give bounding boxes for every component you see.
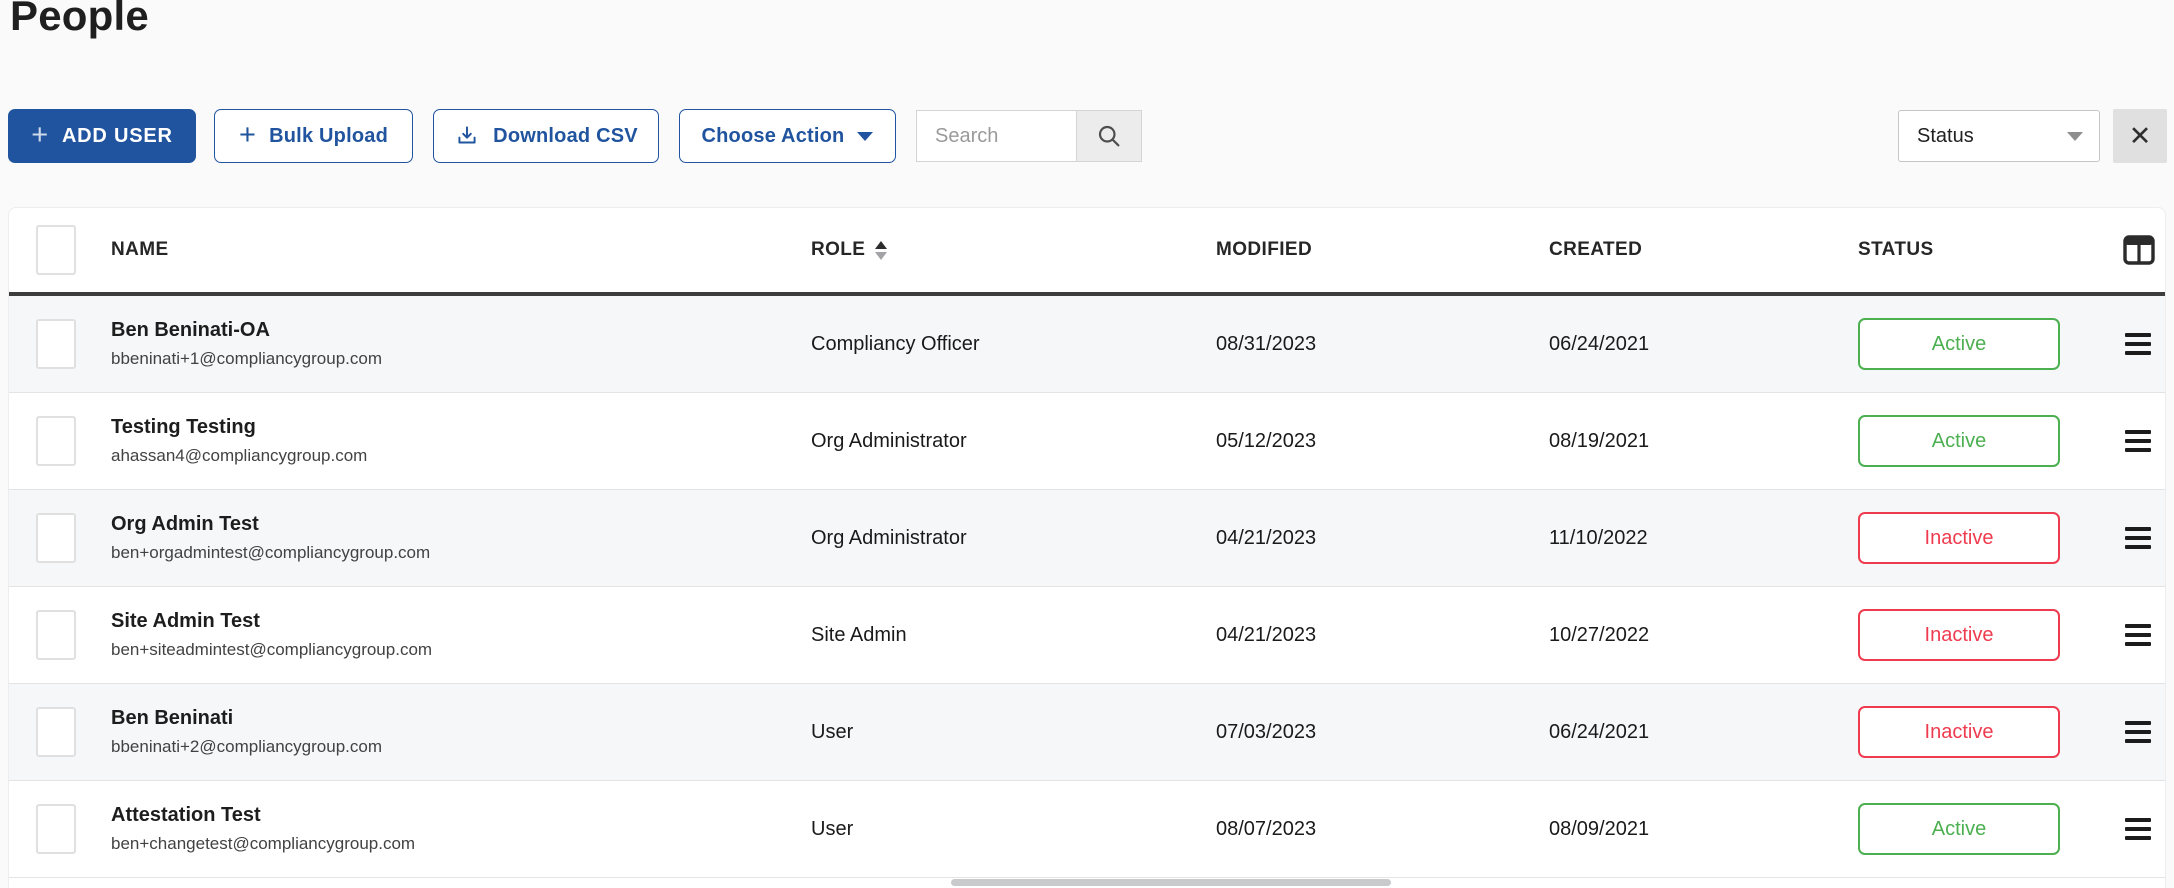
columns-icon <box>2123 235 2155 265</box>
user-email: bbeninati+1@compliancygroup.com <box>111 349 382 368</box>
user-email: bbeninati+2@compliancygroup.com <box>111 737 382 756</box>
table-row[interactable]: Org Admin Test ben+orgadmintest@complian… <box>9 490 2165 587</box>
row-checkbox[interactable] <box>36 319 76 369</box>
row-menu-button[interactable] <box>2125 624 2151 646</box>
column-settings-button[interactable] <box>2123 235 2155 265</box>
created-cell: 08/09/2021 <box>1549 817 1650 840</box>
user-name: Testing Testing <box>111 416 256 438</box>
modified-cell: 07/03/2023 <box>1216 720 1317 743</box>
column-header-created: CREATED <box>1549 239 1643 260</box>
table-row[interactable]: Site Admin Test ben+siteadmintest@compli… <box>9 587 2165 684</box>
user-name: Attestation Test <box>111 804 261 826</box>
close-icon: ✕ <box>2128 120 2152 151</box>
chevron-down-icon <box>857 131 874 141</box>
people-table: NAME ROLE MODIFIED CREATED STATUS <box>8 207 2166 888</box>
row-menu-button[interactable] <box>2125 527 2151 549</box>
role-cell: User <box>811 720 854 743</box>
modified-cell: 04/21/2023 <box>1216 623 1317 646</box>
row-checkbox[interactable] <box>36 416 76 466</box>
page-title: People <box>10 0 149 39</box>
user-email: ben+siteadmintest@compliancygroup.com <box>111 640 433 659</box>
modified-cell: 08/07/2023 <box>1216 817 1317 840</box>
role-cell: Org Administrator <box>811 429 967 452</box>
download-csv-label: Download CSV <box>493 124 638 147</box>
status-badge[interactable]: Active <box>1858 415 2060 467</box>
modified-cell: 08/31/2023 <box>1216 332 1317 355</box>
role-cell: Site Admin <box>811 623 907 646</box>
created-cell: 08/19/2021 <box>1549 429 1650 452</box>
created-cell: 06/24/2021 <box>1549 720 1650 743</box>
download-csv-button[interactable]: Download CSV <box>433 109 659 163</box>
status-badge[interactable]: Active <box>1858 803 2060 855</box>
bulk-upload-label: Bulk Upload <box>269 124 388 147</box>
row-checkbox[interactable] <box>36 707 76 757</box>
add-user-label: ADD USER <box>61 124 173 147</box>
choose-action-label: Choose Action <box>701 124 845 147</box>
status-badge[interactable]: Inactive <box>1858 609 2060 661</box>
bulk-upload-button[interactable]: + Bulk Upload <box>214 109 413 163</box>
table-row[interactable]: Ben Beninati-OA bbeninati+1@compliancygr… <box>9 296 2165 393</box>
table-header-row: NAME ROLE MODIFIED CREATED STATUS <box>9 208 2165 296</box>
row-menu-button[interactable] <box>2125 721 2151 743</box>
clear-filter-button[interactable]: ✕ <box>2113 109 2167 163</box>
download-icon <box>454 123 480 149</box>
row-menu-button[interactable] <box>2125 430 2151 452</box>
user-name: Org Admin Test <box>111 513 259 535</box>
plus-icon: + <box>238 118 257 151</box>
role-cell: Org Administrator <box>811 526 967 549</box>
select-all-checkbox[interactable] <box>36 225 76 275</box>
table-row[interactable]: Attestation Test ben+changetest@complian… <box>9 781 2165 878</box>
chevron-down-icon <box>2067 131 2083 141</box>
row-menu-button[interactable] <box>2125 333 2151 355</box>
user-email: ben+orgadmintest@compliancygroup.com <box>111 543 431 562</box>
horizontal-scrollbar[interactable] <box>951 879 1391 886</box>
row-menu-button[interactable] <box>2125 818 2151 840</box>
created-cell: 06/24/2021 <box>1549 332 1650 355</box>
column-header-modified: MODIFIED <box>1216 239 1313 260</box>
role-cell: User <box>811 817 854 840</box>
status-badge[interactable]: Inactive <box>1858 706 2060 758</box>
search-box <box>916 110 1142 162</box>
modified-cell: 05/12/2023 <box>1216 429 1317 452</box>
user-email: ben+changetest@compliancygroup.com <box>111 834 416 853</box>
user-name: Ben Beninati <box>111 707 234 729</box>
status-filter-select[interactable]: Status <box>1898 110 2100 162</box>
column-header-name: NAME <box>111 239 169 260</box>
column-header-role[interactable]: ROLE <box>811 239 1216 261</box>
status-filter-label: Status <box>1917 124 1974 147</box>
search-button[interactable] <box>1076 110 1142 162</box>
toolbar: + ADD USER + Bulk Upload Download CSV Ch… <box>8 109 2167 163</box>
table-row[interactable]: Ben Beninati bbeninati+2@compliancygroup… <box>9 684 2165 781</box>
column-header-status: STATUS <box>1858 239 1934 260</box>
row-checkbox[interactable] <box>36 804 76 854</box>
created-cell: 11/10/2022 <box>1549 526 1648 549</box>
row-checkbox[interactable] <box>36 513 76 563</box>
created-cell: 10/27/2022 <box>1549 623 1650 646</box>
sort-icon[interactable] <box>875 240 888 260</box>
choose-action-button[interactable]: Choose Action <box>679 109 896 163</box>
status-badge[interactable]: Inactive <box>1858 512 2060 564</box>
user-email: ahassan4@compliancygroup.com <box>111 446 368 465</box>
filter-controls: Status ✕ <box>1898 109 2167 163</box>
row-checkbox[interactable] <box>36 610 76 660</box>
role-cell: Compliancy Officer <box>811 332 980 355</box>
status-badge[interactable]: Active <box>1858 318 2060 370</box>
table-row[interactable]: Testing Testing ahassan4@compliancygroup… <box>9 393 2165 490</box>
user-name: Site Admin Test <box>111 610 260 632</box>
modified-cell: 04/21/2023 <box>1216 526 1317 549</box>
search-input[interactable] <box>916 110 1076 162</box>
user-name: Ben Beninati-OA <box>111 319 270 341</box>
plus-icon: + <box>31 118 49 151</box>
add-user-button[interactable]: + ADD USER <box>8 109 196 163</box>
search-icon <box>1095 122 1123 150</box>
